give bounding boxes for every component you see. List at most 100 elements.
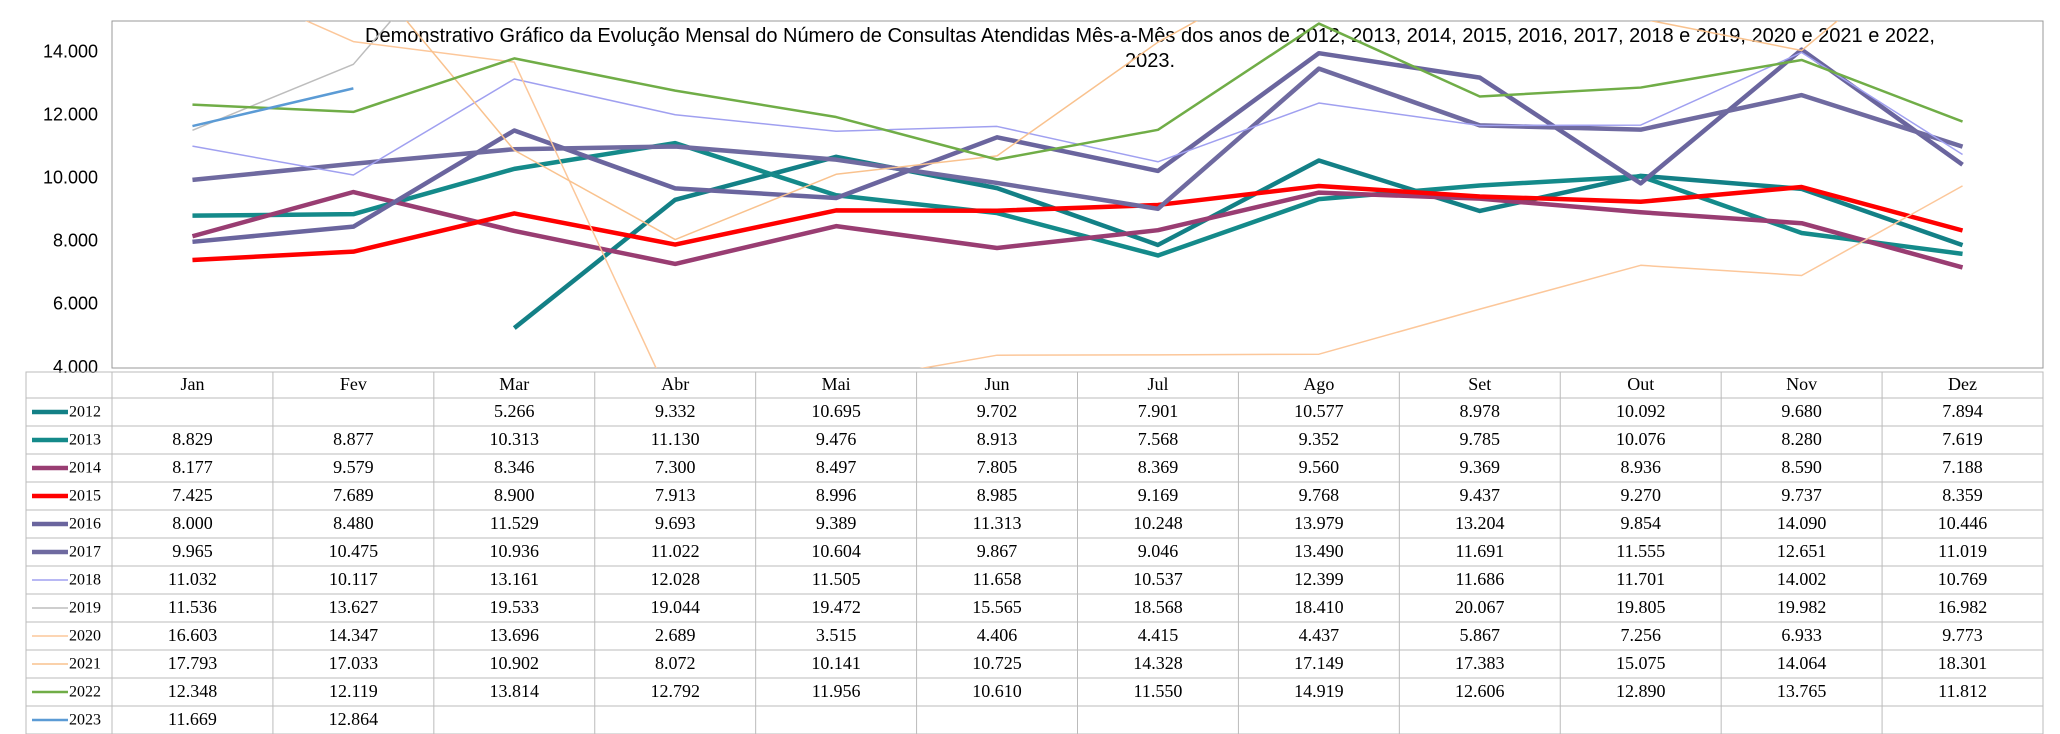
table-value: 9.737 [1781, 485, 1822, 505]
table-value: 12.890 [1616, 681, 1666, 701]
table-value: 3.515 [816, 625, 857, 645]
table-value: 9.560 [1299, 457, 1340, 477]
table-value: 9.169 [1138, 485, 1179, 505]
x-tick-label: Jul [1147, 374, 1168, 394]
table-value: 17.149 [1294, 653, 1344, 673]
series-line [191, 189, 1964, 270]
table-value: 14.328 [1133, 653, 1183, 673]
table-value: 12.348 [168, 681, 218, 701]
table-value: 8.900 [494, 485, 535, 505]
table-value: 12.606 [1455, 681, 1505, 701]
table-value: 11.812 [1938, 681, 1987, 701]
table-value: 7.300 [655, 457, 696, 477]
x-tick-label: Set [1468, 374, 1491, 394]
table-value: 9.270 [1620, 485, 1661, 505]
table-value: 4.406 [977, 625, 1018, 645]
table-value: 9.046 [1138, 541, 1179, 561]
table-value: 10.475 [329, 541, 379, 561]
table-value: 10.446 [1938, 513, 1988, 533]
table-value: 14.919 [1294, 681, 1344, 701]
table-value: 13.979 [1294, 513, 1344, 533]
table-value: 12.651 [1777, 541, 1827, 561]
table-value: 8.359 [1942, 485, 1983, 505]
table-value: 8.072 [655, 653, 696, 673]
series-line [304, 21, 1963, 368]
table-value: 18.568 [1133, 597, 1183, 617]
table-value: 20.067 [1455, 597, 1505, 617]
table-value: 6.933 [1781, 625, 1822, 645]
table-value: 9.768 [1299, 485, 1340, 505]
table-value: 9.579 [333, 457, 374, 477]
table-value: 11.555 [1616, 541, 1665, 561]
table-value: 11.550 [1134, 681, 1183, 701]
table-value: 14.002 [1777, 569, 1827, 589]
table-value: 7.256 [1620, 625, 1661, 645]
table-value: 8.480 [333, 513, 374, 533]
table-value: 12.028 [650, 569, 700, 589]
table-value: 8.177 [172, 457, 213, 477]
table-value: 10.537 [1133, 569, 1183, 589]
table-value: 10.902 [490, 653, 540, 673]
x-tick-label: Mar [499, 374, 529, 394]
table-value: 8.497 [816, 457, 857, 477]
y-tick-label: 14.000 [43, 41, 98, 61]
table-value: 7.689 [333, 485, 374, 505]
table-value: 12.864 [329, 709, 379, 729]
y-tick-label: 12.000 [43, 104, 98, 124]
table-value: 10.248 [1133, 513, 1183, 533]
series-line [192, 66, 1964, 212]
table-value: 11.669 [168, 709, 217, 729]
table-value: 12.399 [1294, 569, 1344, 589]
table-value: 18.410 [1294, 597, 1344, 617]
table-value: 13.696 [490, 625, 540, 645]
y-tick-label: 4.000 [53, 357, 98, 377]
legend-label: 2017 [69, 544, 101, 561]
table-value: 11.130 [651, 429, 700, 449]
legend-label: 2021 [69, 656, 101, 673]
table-value: 17.033 [329, 653, 379, 673]
table-value: 8.913 [977, 429, 1018, 449]
series-line [405, 21, 1839, 241]
table-value: 8.000 [172, 513, 213, 533]
table-value: 11.529 [490, 513, 539, 533]
table-value: 4.415 [1138, 625, 1179, 645]
table-value: 9.965 [172, 541, 213, 561]
x-tick-label: Fev [340, 374, 367, 394]
table-value: 7.894 [1942, 401, 1983, 421]
table-value: 8.829 [172, 429, 213, 449]
table-value: 16.982 [1938, 597, 1988, 617]
table-value: 10.610 [972, 681, 1022, 701]
legend-label: 2018 [69, 572, 101, 589]
table-value: 13.490 [1294, 541, 1344, 561]
legend-label: 2014 [69, 460, 101, 477]
table-value: 11.658 [973, 569, 1022, 589]
series-line [192, 22, 1963, 161]
table-value: 10.092 [1616, 401, 1666, 421]
table-value: 10.936 [490, 541, 540, 561]
y-tick-label: 6.000 [53, 294, 98, 314]
table-value: 17.383 [1455, 653, 1505, 673]
x-tick-label: Ago [1303, 374, 1334, 394]
table-value: 11.691 [1455, 541, 1504, 561]
table-value: 7.188 [1942, 457, 1983, 477]
table-value: 15.565 [972, 597, 1022, 617]
x-tick-label: Nov [1786, 374, 1817, 394]
table-value: 7.619 [1942, 429, 1983, 449]
table-value: 2.689 [655, 625, 696, 645]
table-value: 19.982 [1777, 597, 1827, 617]
table-value: 8.996 [816, 485, 857, 505]
table-value: 8.985 [977, 485, 1018, 505]
x-tick-label: Abr [661, 374, 689, 394]
table-value: 8.346 [494, 457, 535, 477]
table-value: 18.301 [1938, 653, 1988, 673]
y-tick-label: 8.000 [53, 231, 98, 251]
table-value: 8.280 [1781, 429, 1822, 449]
table-value: 11.536 [168, 597, 217, 617]
table-value: 11.022 [651, 541, 700, 561]
chart-title: Demonstrativo Gráfico da Evolução Mensal… [365, 25, 1935, 72]
legend-label: 2022 [69, 684, 101, 701]
table-value: 5.266 [494, 401, 535, 421]
table-value: 7.913 [655, 485, 696, 505]
legend-label: 2020 [69, 628, 101, 645]
table-value: 8.590 [1781, 457, 1822, 477]
